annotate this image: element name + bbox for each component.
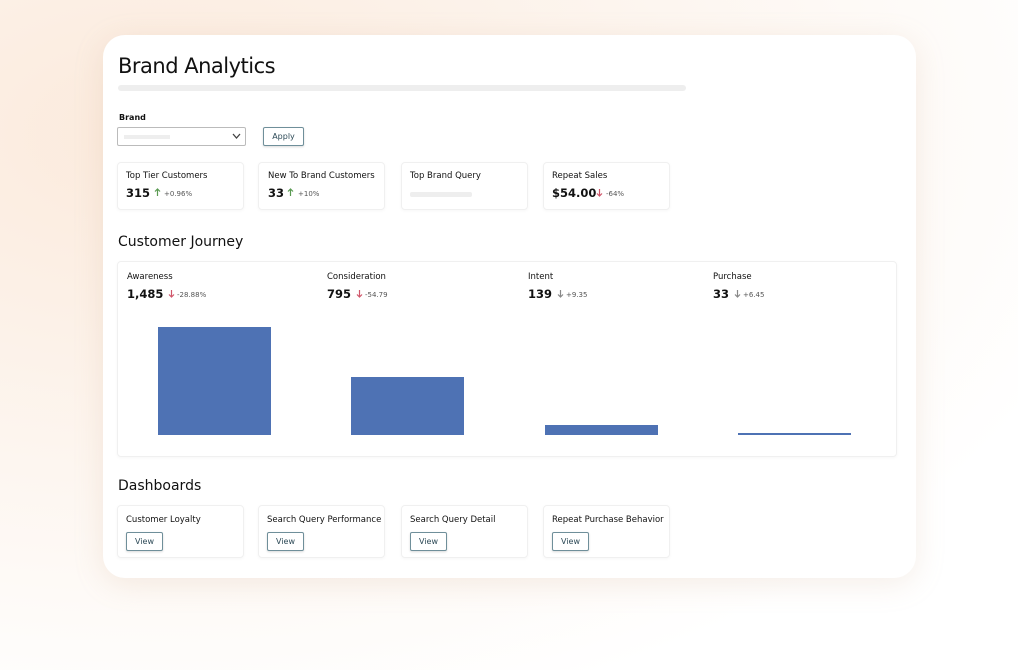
stage-change: -28.88%	[177, 291, 207, 299]
stage-value: 1,485	[127, 287, 164, 301]
stage-change: +9.35	[566, 291, 588, 299]
down-arrow	[596, 189, 603, 197]
bar	[158, 327, 271, 435]
section-title: Dashboards	[118, 478, 202, 494]
dashboard-label: Customer Loyalty	[126, 515, 201, 525]
dashboard-label: Search Query Detail	[410, 515, 496, 525]
kpi-change: +0.96%	[164, 190, 193, 198]
down-arrow	[168, 290, 175, 298]
down-arrow	[356, 290, 363, 298]
stage-change: -54.79	[365, 291, 388, 299]
kpi-card	[258, 162, 385, 210]
loading-bar	[118, 85, 686, 91]
stage-label: Awareness	[127, 272, 173, 282]
kpi-card	[401, 162, 528, 210]
up-arrow	[154, 188, 161, 196]
kpi-label: New To Brand Customers	[268, 171, 375, 181]
apply-button[interactable]: Apply	[263, 127, 304, 146]
stage-label: Purchase	[713, 272, 752, 282]
stage-value: 33	[713, 287, 730, 301]
dashboard-label: Search Query Performance	[267, 515, 382, 525]
bar	[351, 377, 464, 435]
kpi-label: Top Tier Customers	[126, 171, 208, 181]
filter-label: Brand	[119, 113, 146, 122]
bar	[738, 432, 851, 435]
kpi-label: Top Brand Query	[410, 171, 481, 181]
kpi-card	[543, 162, 670, 210]
view-button[interactable]: View	[126, 532, 163, 551]
down-arrow	[557, 290, 564, 298]
stage-value: 795	[327, 287, 352, 301]
kpi-card	[117, 162, 244, 210]
kpi-value: $54.00	[552, 186, 597, 200]
kpi-label: Repeat Sales	[552, 171, 608, 181]
kpi-value: 315	[126, 186, 151, 200]
dashboard-card	[258, 505, 385, 558]
down-arrow	[734, 290, 741, 298]
view-button[interactable]: View	[267, 532, 304, 551]
stage-label: Consideration	[327, 272, 386, 282]
section-title: Customer Journey	[118, 234, 244, 250]
bar	[545, 424, 658, 435]
kpi-value: 33	[268, 186, 285, 200]
kpi-change: -64%	[606, 190, 625, 198]
up-arrow	[287, 188, 294, 196]
stage-value: 139	[528, 287, 553, 301]
view-button[interactable]: View	[552, 532, 589, 551]
stage-change: +6.45	[743, 291, 765, 299]
view-button[interactable]: View	[410, 532, 447, 551]
brand-select[interactable]	[117, 127, 246, 146]
dashboard-label: Repeat Purchase Behavior	[552, 515, 664, 525]
page-title: Brand Analytics	[118, 54, 276, 78]
placeholder	[410, 192, 472, 197]
kpi-change: +10%	[298, 190, 320, 198]
stage-label: Intent	[528, 272, 554, 282]
